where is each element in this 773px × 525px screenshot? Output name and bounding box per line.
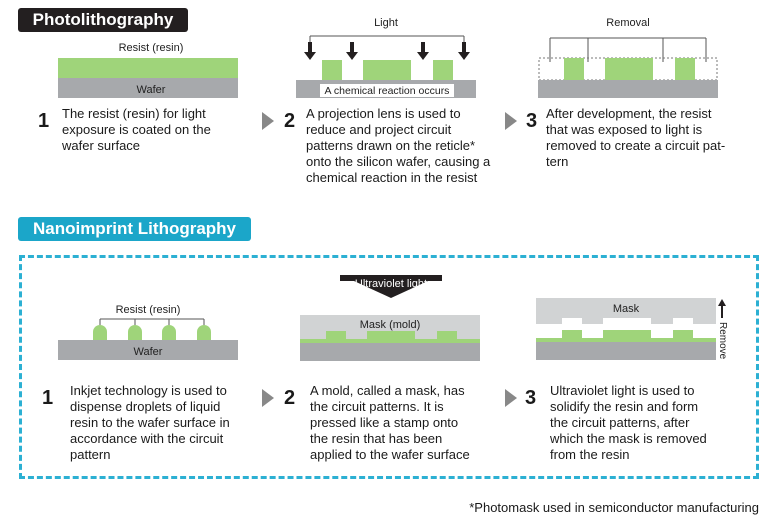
nano-step-2-number: 2 (284, 387, 296, 409)
pressed-resin (300, 331, 480, 343)
lifted-mask (536, 298, 716, 324)
photo-resist-label: Resist (resin) (119, 42, 184, 54)
photolithography-title: Photolithography (18, 8, 188, 32)
nano-inkjet-diagram: Resist (resin) Wafer (58, 304, 238, 360)
nano-wafer-label: Wafer (134, 346, 163, 358)
nano-stamp-diagram: Ultraviolet light Mask (mold) (300, 275, 480, 361)
photo-wafer-label: Wafer (137, 84, 166, 96)
step-arrow-icon (262, 112, 274, 130)
photo-resist-coating-diagram: Resist (resin) Wafer (58, 42, 238, 98)
photo-exposure-diagram: Light A chemical reaction occurs (296, 17, 476, 98)
wafer-layer (58, 78, 238, 98)
photo-step-1-text: The resist (resin) for light exposure is… (62, 106, 211, 153)
nanoimprint-panel (19, 255, 759, 479)
droplet-ticks (99, 319, 205, 325)
nano-step-1-text: Inkjet technology is used to dispense dr… (70, 383, 230, 462)
photo-light-label: Light (374, 17, 398, 29)
nano-step-2-text: A mold, called a mask, has the circuit p… (310, 383, 470, 462)
photo-step-3-number: 3 (526, 110, 538, 132)
wafer-layer (536, 342, 716, 360)
remaining-resist-blocks (564, 58, 695, 80)
uv-light-arrow (340, 275, 442, 298)
reaction-label-box (320, 84, 454, 97)
wafer-layer (58, 340, 238, 360)
cured-resin (536, 330, 716, 342)
photo-step-3-text: After development, the resist that was e… (546, 106, 726, 169)
photo-step-2-number: 2 (284, 110, 296, 132)
remove-arrow-icon (718, 299, 726, 318)
nano-step-3-text: Ultraviolet light is used to solidify th… (550, 383, 707, 462)
step-arrow-icon (262, 389, 274, 407)
photo-removal-label: Removal (606, 17, 649, 29)
light-arrows (304, 42, 470, 60)
nano-step-3-number: 3 (525, 387, 537, 409)
footnote: *Photomask used in semiconductor manufac… (469, 500, 759, 515)
resist-layer (58, 58, 238, 78)
step-arrow-icon (505, 389, 517, 407)
step-arrow-icon (505, 112, 517, 130)
exposed-resist-blocks (322, 60, 453, 80)
photo-step-1-number: 1 (38, 110, 50, 132)
nanoimprint-title: Nanoimprint Lithography (18, 217, 251, 241)
nano-uv-label: Ultraviolet light (355, 278, 427, 290)
nano-mask-3-label: Mask (613, 303, 640, 315)
wafer-layer (300, 343, 480, 361)
photo-reaction-label: A chemical reaction occurs (325, 85, 450, 97)
nano-step-1-number: 1 (42, 387, 54, 409)
photo-step-2-text: A projection lens is used to reduce and … (306, 106, 491, 185)
nano-remove-label: Remove (717, 322, 728, 360)
nano-removal-diagram: Mask Remove (536, 298, 728, 360)
resin-droplets (93, 325, 211, 340)
nano-mask-label: Mask (mold) (360, 319, 421, 331)
nano-resist-label: Resist (resin) (116, 304, 181, 316)
photo-development-diagram: Removal (538, 17, 718, 98)
wafer-layer (538, 80, 718, 98)
